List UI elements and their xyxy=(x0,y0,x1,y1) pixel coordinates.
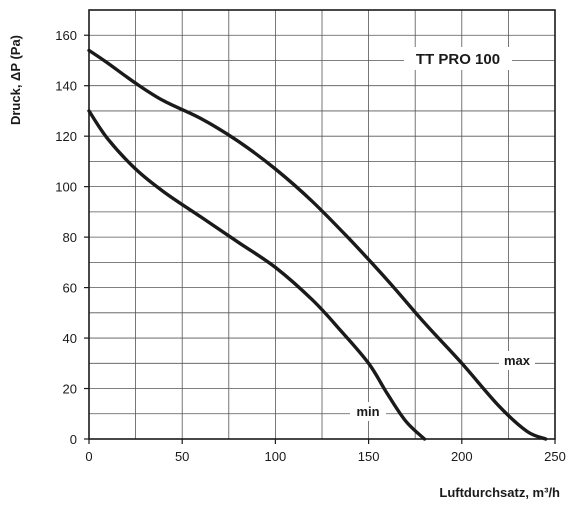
axis-ticks: 0 50 100 150 200 250 0 20 40 60 80 100 120 140 160 xyxy=(55,28,566,464)
x-tick-label: 150 xyxy=(358,449,380,464)
y-tick-label: 60 xyxy=(63,281,77,296)
x-tick-label: 50 xyxy=(175,449,189,464)
series-labels: max min xyxy=(350,351,535,421)
series-line-min xyxy=(87,109,427,441)
y-tick-label: 80 xyxy=(63,230,77,245)
x-tick-label: 100 xyxy=(265,449,287,464)
y-tick-label: 100 xyxy=(55,180,77,195)
x-tick-label: 250 xyxy=(544,449,566,464)
plot-frame xyxy=(88,9,556,440)
x-axis-title: Luftdurchsatz, m³/h xyxy=(439,485,560,500)
series-label-background xyxy=(350,402,386,421)
y-tick-label: 40 xyxy=(63,331,77,346)
series-line-max xyxy=(87,48,548,441)
curves xyxy=(87,48,548,441)
series-label-background xyxy=(499,351,535,370)
chart-title: TT PRO 100 xyxy=(416,51,500,68)
title-background xyxy=(404,47,512,70)
y-tick-label: 140 xyxy=(55,79,77,94)
y-tick-label: 20 xyxy=(63,382,77,397)
series-label-max: max xyxy=(504,353,531,368)
y-tick-label: 0 xyxy=(70,432,77,447)
x-tick-label: 0 xyxy=(85,449,92,464)
y-tick-label: 120 xyxy=(55,129,77,144)
y-axis-title: Druck, ΔP (Pa) xyxy=(8,35,23,125)
y-tick-label: 160 xyxy=(55,28,77,43)
series-label-min: min xyxy=(356,404,379,419)
x-tick-label: 200 xyxy=(451,449,473,464)
grid xyxy=(89,10,555,439)
